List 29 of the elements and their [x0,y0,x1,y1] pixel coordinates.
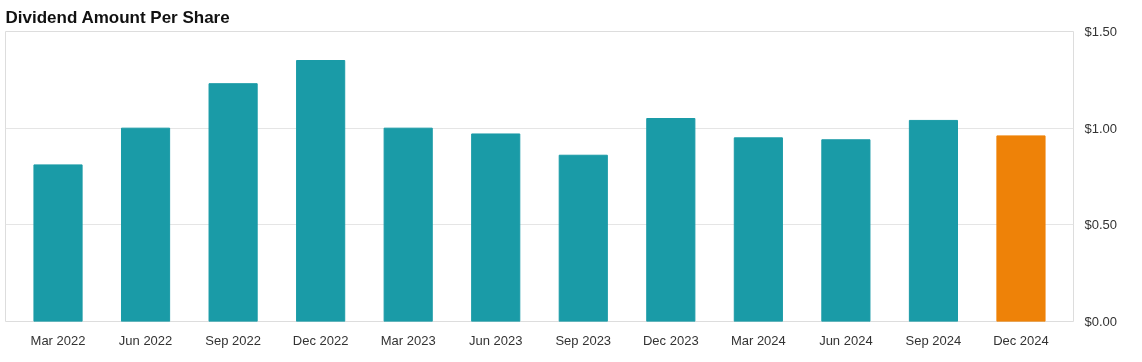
bar [996,135,1046,322]
chart-title: Dividend Amount Per Share [5,7,230,27]
x-tick-label: Sep 2022 [205,332,261,348]
y-tick-label: $1.00 [1084,120,1118,136]
x-tick-label: Dec 2023 [642,332,699,348]
bar [558,154,608,322]
y-tick-label: $1.50 [1084,24,1118,39]
x-tick-label: Sep 2023 [555,332,612,348]
x-tick-label: Jun 2024 [819,332,873,348]
bar [383,127,433,322]
bar [208,83,258,322]
bar [296,60,346,322]
x-tick-label: Mar 2024 [730,332,786,348]
y-tick-label: $0.50 [1084,217,1118,233]
x-tick-label: Mar 2022 [30,332,86,348]
x-tick-label: Mar 2023 [380,332,436,348]
x-tick-label: Jun 2023 [468,332,523,348]
x-tick-label: Dec 2022 [292,332,349,348]
x-tick-label: Jun 2022 [118,332,173,348]
x-tick-label: Dec 2024 [993,332,1049,348]
bar [908,119,959,322]
y-tick-label: $0.00 [1084,314,1118,329]
bar [471,133,521,322]
x-tick-label: Sep 2024 [905,332,962,348]
bar [33,164,83,322]
bar [646,118,696,322]
bar [733,137,783,322]
bar [120,127,171,322]
bar [821,139,871,322]
